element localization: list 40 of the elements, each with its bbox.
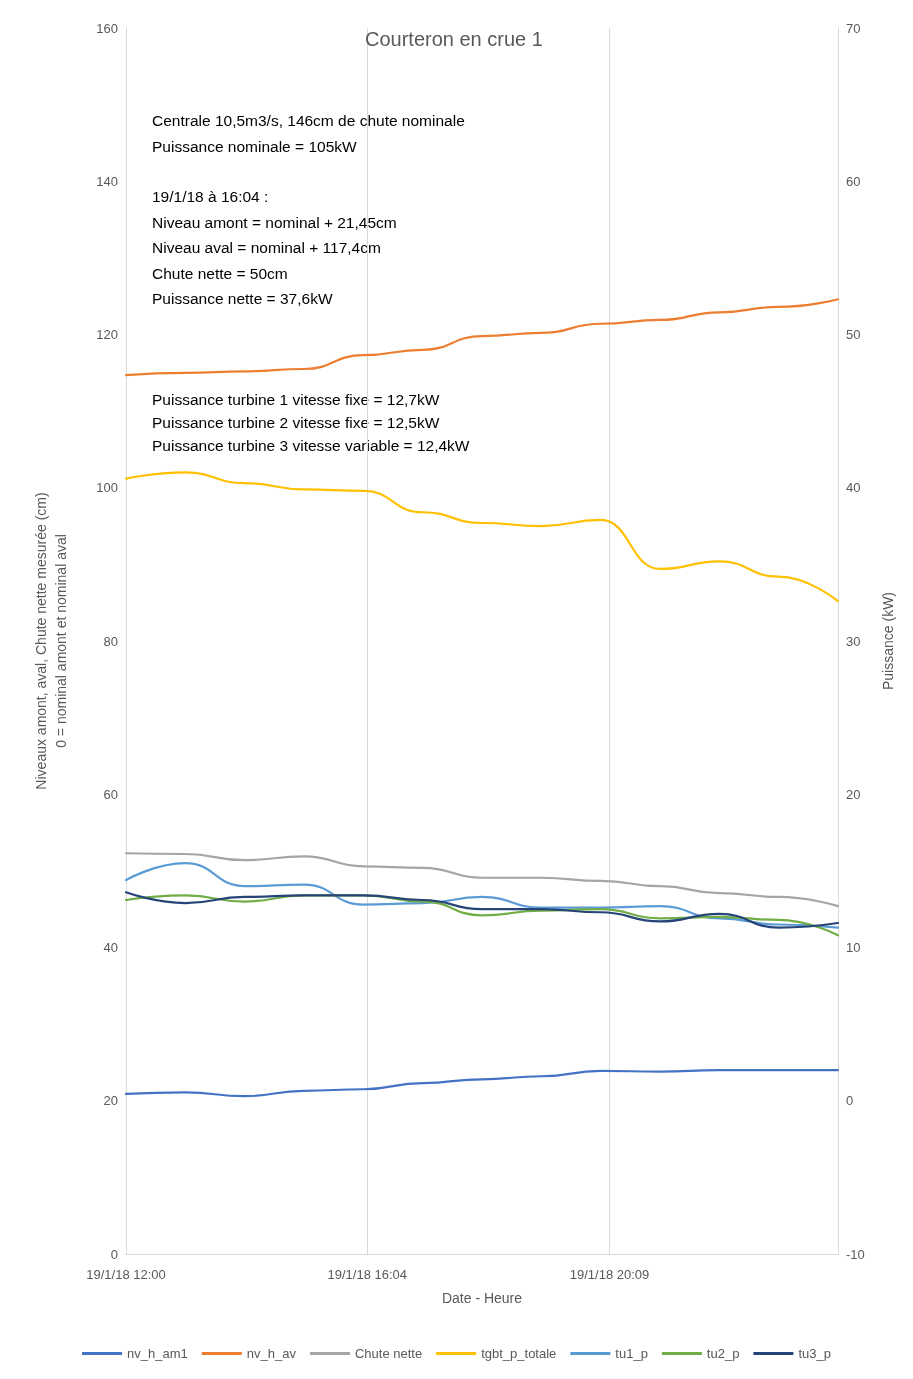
legend-label: tgbt_p_totale (481, 1346, 557, 1361)
x-tick-label: 19/1/18 20:09 (569, 1267, 650, 1282)
y2-tick-label: 30 (846, 633, 861, 649)
annotation: Centrale 10,5m3/s, 146cm de chute nominale Puissance nominale = 105kW (152, 112, 465, 155)
y2-tick-label: 0 (846, 1093, 854, 1109)
y2-tick-label: 50 (846, 327, 861, 342)
y-tick-label: 100 (96, 480, 118, 496)
y-tick-label: 80 (103, 633, 118, 649)
y-tick-label: 0 (110, 1246, 118, 1262)
y-tick-label: 140 (96, 173, 118, 189)
annotation: 19/1/18 à 16:04 : Niveau amont = nominal + 21,45cm Niveau aval = nominal + 117,4cm Chute nette = 50cm Puissance nette = 37,6kW (152, 188, 397, 308)
y-tick-label: 40 (103, 940, 118, 955)
annotation: Puissance turbine 1 vitesse fixe = 12,7kW Puissance turbine 2 vitesse fixe = 12,5kW Puissance turbine 3 vitesse variable = 12,4kW (152, 391, 470, 454)
line-series (124, 891, 840, 929)
line-series (124, 1069, 840, 1098)
y2-tick-label: 20 (846, 786, 861, 802)
line-series (124, 471, 840, 603)
x-tick-label: 19/1/18 16:04 (327, 1267, 408, 1282)
x-tick-label: 19/1/18 12:00 (86, 1267, 166, 1282)
y-axis-title: Niveaux amont, aval, Chute nette mesurée (cm) 0 = nominal amont et nominal aval (33, 492, 69, 790)
y2-tick-label: 10 (846, 940, 861, 955)
y-tick-label: 160 (96, 20, 118, 36)
line-series (124, 852, 840, 908)
y2-tick-label: 60 (846, 173, 861, 189)
chart-title: Courteron en crue 1 (365, 28, 543, 50)
y-tick-label: 120 (96, 327, 118, 342)
y-tick-label: 20 (103, 1093, 118, 1109)
y2-axis-title: Puissance (kW) (880, 591, 896, 691)
x-axis-title: Date - Heure (441, 1290, 523, 1306)
legend-label: tu1_p (615, 1346, 648, 1361)
legend-label: nv_h_av (246, 1346, 297, 1361)
y2-tick-label: -10 (846, 1246, 865, 1262)
legend-label: tu3_p (798, 1346, 831, 1361)
legend-label: nv_h_am1 (127, 1346, 188, 1361)
legend-label: Chute nette (354, 1346, 423, 1361)
y2-tick-label: 70 (846, 20, 861, 36)
legend-label: tu2_p (706, 1346, 740, 1361)
line-series (124, 862, 840, 929)
y2-tick-label: 40 (846, 480, 861, 496)
y-tick-label: 60 (103, 786, 118, 802)
